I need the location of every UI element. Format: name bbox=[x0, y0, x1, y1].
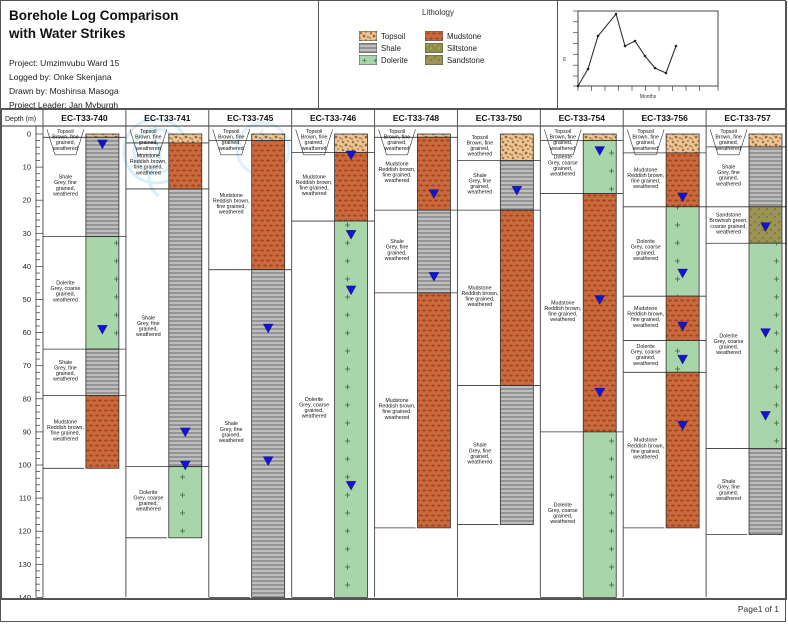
svg-text:70: 70 bbox=[23, 361, 31, 370]
svg-text:weathered: weathered bbox=[468, 302, 493, 308]
svg-text:weathered: weathered bbox=[716, 146, 741, 152]
svg-text:Depth (m): Depth (m) bbox=[5, 116, 36, 123]
svg-text:weathered: weathered bbox=[136, 332, 161, 338]
svg-text:weathered: weathered bbox=[550, 172, 575, 178]
svg-text:weathered: weathered bbox=[468, 190, 493, 196]
svg-text:90: 90 bbox=[23, 427, 31, 436]
svg-text:weathered: weathered bbox=[716, 229, 741, 235]
svg-text:EC-T33-745: EC-T33-745 bbox=[227, 113, 274, 123]
svg-text:EC-T33-756: EC-T33-756 bbox=[642, 113, 689, 123]
svg-text:weathered: weathered bbox=[468, 459, 493, 465]
svg-text:weathered: weathered bbox=[302, 191, 327, 197]
svg-text:weathered: weathered bbox=[716, 350, 741, 356]
svg-text:80: 80 bbox=[23, 394, 31, 403]
svg-text:EC-T33-746: EC-T33-746 bbox=[310, 113, 357, 123]
svg-text:weathered: weathered bbox=[633, 256, 658, 262]
svg-text:100: 100 bbox=[18, 461, 31, 470]
svg-text:30: 30 bbox=[23, 229, 31, 238]
svg-text:120: 120 bbox=[18, 527, 31, 536]
svg-text:weathered: weathered bbox=[219, 438, 244, 444]
svg-text:weathered: weathered bbox=[53, 377, 78, 383]
svg-text:weathered: weathered bbox=[219, 210, 244, 216]
svg-text:weathered: weathered bbox=[385, 146, 410, 152]
svg-text:20: 20 bbox=[23, 196, 31, 205]
svg-text:40: 40 bbox=[23, 262, 31, 271]
svg-text:weathered: weathered bbox=[136, 170, 161, 176]
svg-text:m: m bbox=[562, 57, 568, 61]
svg-text:0: 0 bbox=[27, 130, 31, 139]
svg-text:weathered: weathered bbox=[302, 414, 327, 420]
svg-text:weathered: weathered bbox=[53, 191, 78, 197]
svg-text:EC-T33-750: EC-T33-750 bbox=[476, 113, 523, 123]
svg-text:weathered: weathered bbox=[716, 496, 741, 502]
svg-text:EC-T33-754: EC-T33-754 bbox=[559, 113, 606, 123]
svg-text:weathered: weathered bbox=[136, 146, 161, 152]
svg-text:weathered: weathered bbox=[385, 415, 410, 421]
svg-text:EC-T33-741: EC-T33-741 bbox=[144, 113, 191, 123]
svg-text:Months: Months bbox=[640, 94, 657, 100]
svg-text:10: 10 bbox=[23, 163, 31, 172]
svg-text:weathered: weathered bbox=[302, 146, 327, 152]
svg-text:weathered: weathered bbox=[633, 146, 658, 152]
svg-text:weathered: weathered bbox=[550, 519, 575, 525]
svg-text:weathered: weathered bbox=[716, 181, 741, 187]
svg-text:weathered: weathered bbox=[550, 146, 575, 152]
svg-text:weathered: weathered bbox=[468, 152, 493, 158]
svg-text:weathered: weathered bbox=[53, 297, 78, 303]
svg-text:weathered: weathered bbox=[633, 184, 658, 190]
svg-text:EC-T33-757: EC-T33-757 bbox=[724, 113, 771, 123]
svg-text:weathered: weathered bbox=[385, 256, 410, 262]
svg-text:weathered: weathered bbox=[633, 323, 658, 329]
svg-text:weathered: weathered bbox=[53, 436, 78, 442]
svg-text:weathered: weathered bbox=[633, 361, 658, 367]
svg-text:130: 130 bbox=[18, 560, 31, 569]
svg-text:weathered: weathered bbox=[633, 455, 658, 461]
svg-text:weathered: weathered bbox=[550, 317, 575, 323]
svg-text:60: 60 bbox=[23, 328, 31, 337]
svg-text:weathered: weathered bbox=[53, 146, 78, 152]
svg-text:EC-T33-740: EC-T33-740 bbox=[61, 113, 108, 123]
svg-text:weathered: weathered bbox=[385, 178, 410, 184]
svg-text:50: 50 bbox=[23, 295, 31, 304]
svg-text:weathered: weathered bbox=[219, 146, 244, 152]
svg-text:weathered: weathered bbox=[136, 507, 161, 513]
svg-text:EC-T33-748: EC-T33-748 bbox=[393, 113, 440, 123]
svg-text:110: 110 bbox=[19, 494, 31, 503]
